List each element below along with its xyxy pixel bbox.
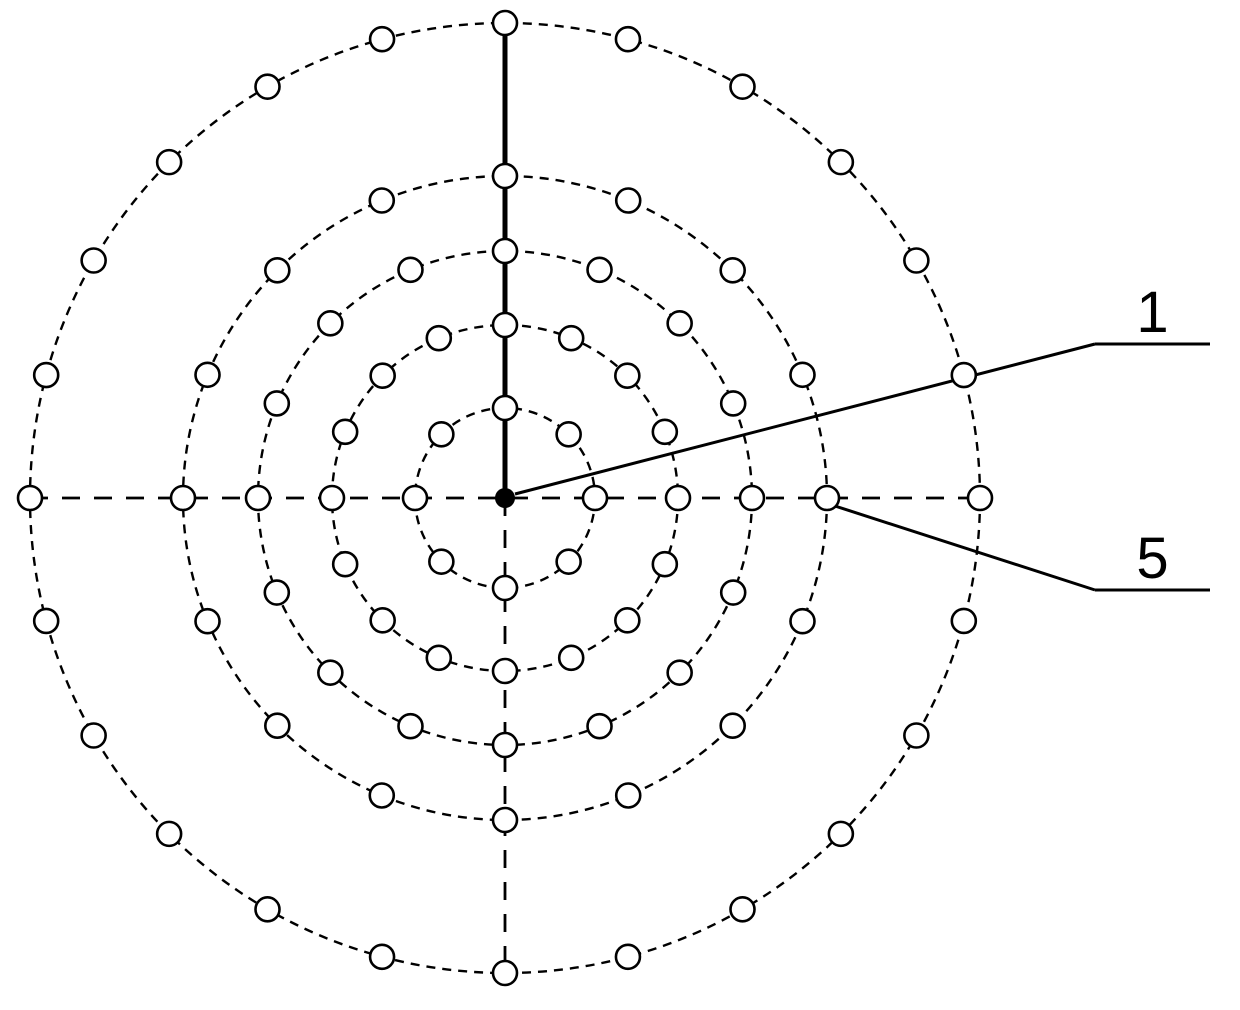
- node-ring5-22: [256, 75, 280, 99]
- node-ring2-2: [615, 364, 639, 388]
- node-ring2-12: [320, 486, 344, 510]
- node-ring1-3: [557, 550, 581, 574]
- node-ring2-1: [559, 326, 583, 350]
- node-ring4-10: [265, 714, 289, 738]
- node-ring1-6: [403, 486, 427, 510]
- node-ring5-6: [968, 486, 992, 510]
- node-ring2-9: [427, 646, 451, 670]
- node-ring2-8: [493, 659, 517, 683]
- node-ring5-16: [82, 724, 106, 748]
- node-ring5-17: [34, 609, 58, 633]
- node-ring5-0: [493, 11, 517, 35]
- node-ring3-11: [265, 581, 289, 605]
- node-ring5-1: [616, 27, 640, 51]
- node-ring2-13: [333, 420, 357, 444]
- node-ring1-5: [429, 550, 453, 574]
- node-ring4-9: [370, 783, 394, 807]
- node-ring2-4: [666, 486, 690, 510]
- node-ring5-13: [370, 945, 394, 969]
- node-ring4-11: [196, 609, 220, 633]
- node-ring1-0: [493, 396, 517, 420]
- node-ring1-4: [493, 576, 517, 600]
- node-ring2-0: [493, 313, 517, 337]
- node-ring5-23: [370, 27, 394, 51]
- node-ring4-5: [790, 609, 814, 633]
- node-ring3-1: [588, 258, 612, 282]
- node-ring5-11: [616, 945, 640, 969]
- node-ring4-4: [815, 486, 839, 510]
- callout-label-5: 5: [1136, 526, 1168, 591]
- node-ring4-3: [790, 363, 814, 387]
- node-ring5-4: [904, 249, 928, 273]
- node-ring3-15: [398, 258, 422, 282]
- node-ring5-8: [904, 724, 928, 748]
- node-ring3-5: [721, 581, 745, 605]
- node-ring3-7: [588, 714, 612, 738]
- node-ring3-0: [493, 239, 517, 263]
- callout-leader-5: [835, 506, 1095, 590]
- node-ring4-7: [616, 783, 640, 807]
- node-ring3-14: [318, 311, 342, 335]
- node-ring4-8: [493, 808, 517, 832]
- node-ring3-13: [265, 391, 289, 415]
- node-ring4-12: [171, 486, 195, 510]
- node-ring4-13: [196, 363, 220, 387]
- node-ring2-11: [333, 552, 357, 576]
- node-ring3-10: [318, 661, 342, 685]
- node-ring3-8: [493, 733, 517, 757]
- node-ring2-14: [371, 364, 395, 388]
- node-ring1-7: [429, 422, 453, 446]
- node-ring4-1: [616, 189, 640, 213]
- node-ring5-15: [157, 822, 181, 846]
- node-ring3-2: [668, 311, 692, 335]
- node-ring5-5: [952, 363, 976, 387]
- node-ring5-20: [82, 249, 106, 273]
- node-ring3-3: [721, 391, 745, 415]
- node-ring3-4: [740, 486, 764, 510]
- node-ring2-5: [653, 552, 677, 576]
- node-ring3-9: [398, 714, 422, 738]
- callout-label-1: 1: [1136, 280, 1168, 345]
- node-ring2-6: [615, 608, 639, 632]
- node-ring5-14: [256, 897, 280, 921]
- node-ring4-14: [265, 258, 289, 282]
- center-marker: [495, 488, 515, 508]
- node-ring3-6: [668, 661, 692, 685]
- node-ring5-7: [952, 609, 976, 633]
- node-ring3-12: [246, 486, 270, 510]
- node-ring2-10: [371, 608, 395, 632]
- node-ring4-0: [493, 164, 517, 188]
- node-ring5-10: [731, 897, 755, 921]
- node-ring5-18: [18, 486, 42, 510]
- node-ring1-2: [583, 486, 607, 510]
- node-ring1-1: [557, 422, 581, 446]
- node-ring5-2: [731, 75, 755, 99]
- node-ring4-6: [721, 714, 745, 738]
- node-ring2-15: [427, 326, 451, 350]
- node-ring5-12: [493, 961, 517, 985]
- node-ring5-19: [34, 363, 58, 387]
- node-ring2-7: [559, 646, 583, 670]
- node-ring2-3: [653, 420, 677, 444]
- node-ring5-21: [157, 150, 181, 174]
- node-ring5-9: [829, 822, 853, 846]
- node-ring4-15: [370, 189, 394, 213]
- node-ring5-3: [829, 150, 853, 174]
- node-ring4-2: [721, 258, 745, 282]
